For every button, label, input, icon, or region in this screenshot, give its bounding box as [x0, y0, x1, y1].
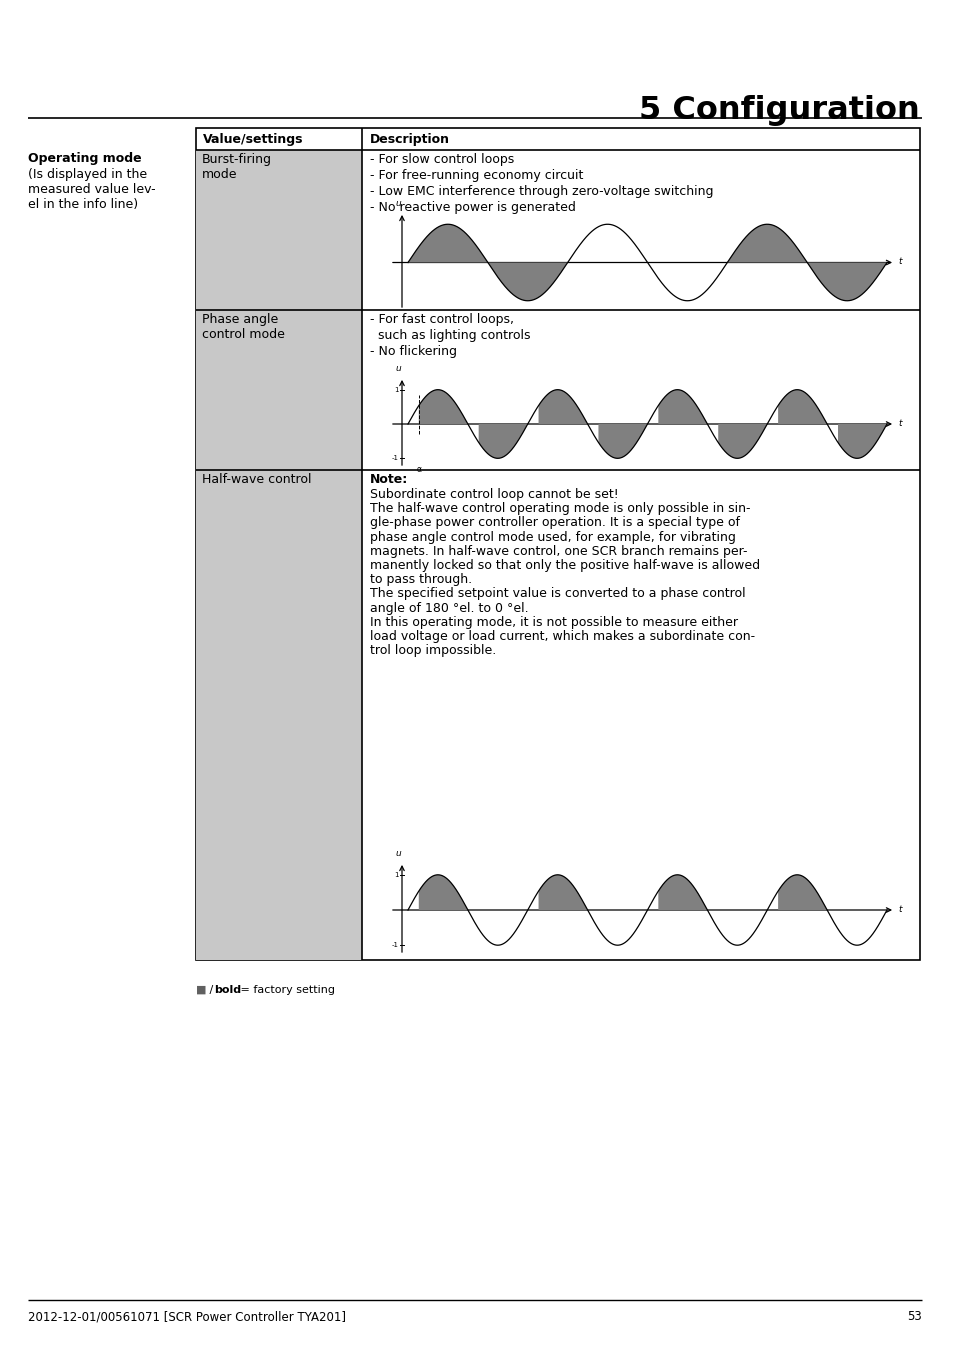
- Text: magnets. In half-wave control, one SCR branch remains per-: magnets. In half-wave control, one SCR b…: [370, 545, 747, 558]
- Text: t: t: [897, 256, 901, 266]
- Bar: [195, 128, 919, 960]
- Text: α: α: [416, 464, 421, 474]
- Text: - Low EMC interference through zero-voltage switching: - Low EMC interference through zero-volt…: [370, 185, 713, 198]
- Text: t: t: [897, 904, 901, 914]
- Text: = factory setting: = factory setting: [236, 986, 335, 995]
- Text: ■: ■: [195, 986, 206, 995]
- Text: trol loop impossible.: trol loop impossible.: [370, 644, 496, 657]
- Text: angle of 180 °el. to 0 °el.: angle of 180 °el. to 0 °el.: [370, 602, 528, 614]
- Text: bold: bold: [213, 986, 241, 995]
- Text: Description: Description: [370, 132, 450, 146]
- Text: In this operating mode, it is not possible to measure either: In this operating mode, it is not possib…: [370, 616, 738, 629]
- Text: u: u: [395, 849, 400, 859]
- Text: to pass through.: to pass through.: [370, 574, 472, 586]
- Text: - For free-running economy circuit: - For free-running economy circuit: [370, 169, 583, 182]
- Text: load voltage or load current, which makes a subordinate con-: load voltage or load current, which make…: [370, 630, 755, 643]
- Text: 2012-12-01/00561071 [SCR Power Controller TYA201]: 2012-12-01/00561071 [SCR Power Controlle…: [28, 1310, 346, 1323]
- Text: u: u: [395, 364, 400, 373]
- Text: Value/settings: Value/settings: [203, 132, 303, 146]
- Text: such as lighting controls: such as lighting controls: [370, 329, 530, 342]
- Text: gle-phase power controller operation. It is a special type of: gle-phase power controller operation. It…: [370, 517, 740, 529]
- Text: u: u: [395, 198, 400, 208]
- Text: (Is displayed in the
measured value lev-
el in the info line): (Is displayed in the measured value lev-…: [28, 167, 155, 211]
- Text: manently locked so that only the positive half-wave is allowed: manently locked so that only the positiv…: [370, 559, 760, 572]
- Text: - For slow control loops: - For slow control loops: [370, 153, 514, 166]
- Text: Subordinate control loop cannot be set!: Subordinate control loop cannot be set!: [370, 487, 618, 501]
- Text: Half-wave control: Half-wave control: [202, 472, 312, 486]
- Text: -1: -1: [392, 942, 398, 948]
- Text: - No flickering: - No flickering: [370, 346, 456, 358]
- Text: -1: -1: [392, 455, 398, 462]
- Text: 53: 53: [906, 1310, 921, 1323]
- Text: 5 Configuration: 5 Configuration: [639, 95, 919, 126]
- Text: The specified setpoint value is converted to a phase control: The specified setpoint value is converte…: [370, 587, 745, 601]
- Text: 1: 1: [395, 386, 398, 393]
- Text: The half-wave control operating mode is only possible in sin-: The half-wave control operating mode is …: [370, 502, 750, 516]
- Text: Phase angle
control mode: Phase angle control mode: [202, 313, 285, 342]
- Text: phase angle control mode used, for example, for vibrating: phase angle control mode used, for examp…: [370, 531, 735, 544]
- Text: Burst-firing
mode: Burst-firing mode: [202, 153, 272, 181]
- Text: Note:: Note:: [370, 472, 408, 486]
- Text: 1: 1: [395, 872, 398, 878]
- Text: /: /: [206, 986, 216, 995]
- Text: t: t: [897, 418, 901, 428]
- Bar: [195, 150, 361, 960]
- Text: Operating mode: Operating mode: [28, 153, 141, 165]
- Text: - For fast control loops,: - For fast control loops,: [370, 313, 514, 325]
- Text: - No reactive power is generated: - No reactive power is generated: [370, 201, 576, 215]
